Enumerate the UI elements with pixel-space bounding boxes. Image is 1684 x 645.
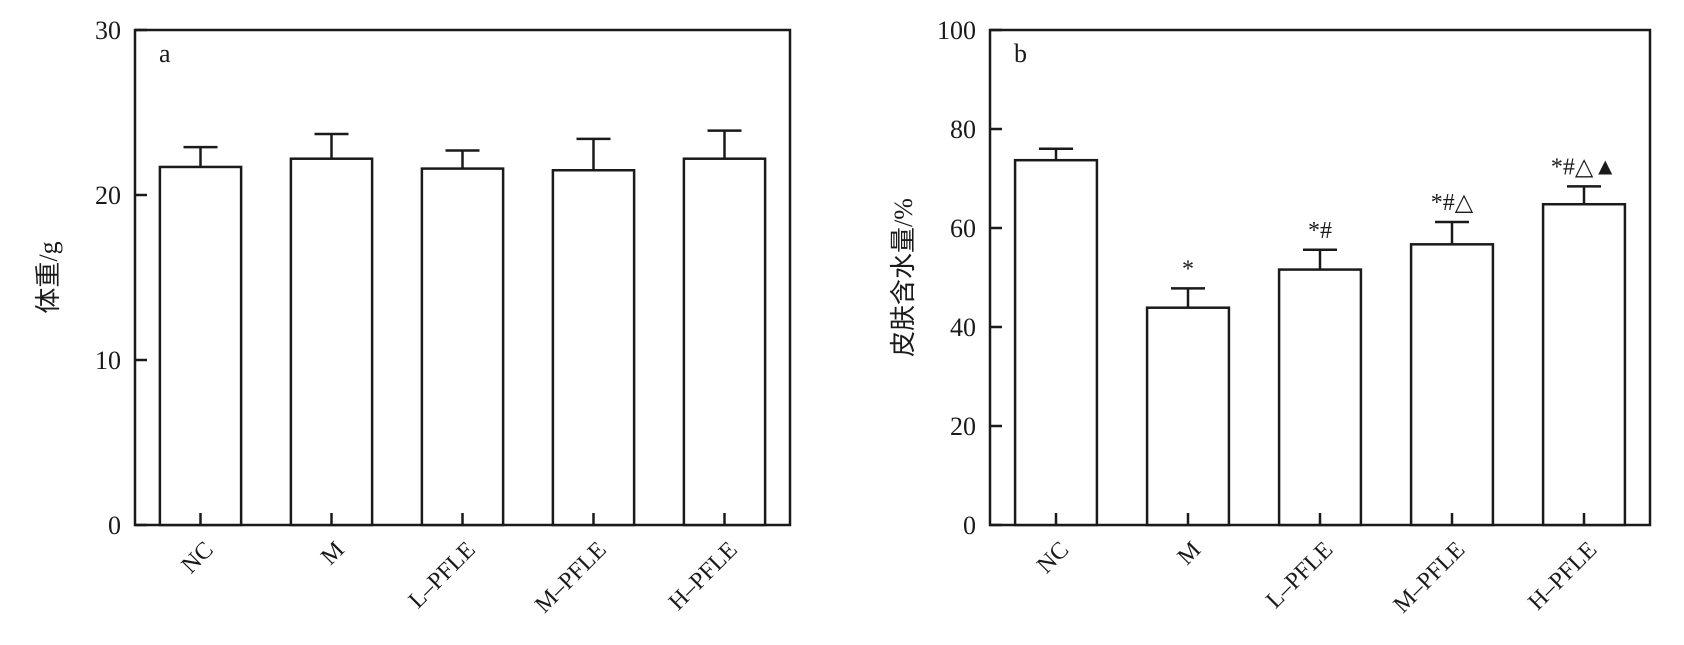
x-category-label: H–PFLE [664, 537, 743, 616]
bar [1013, 158, 1099, 527]
x-category-label: M–PFLE [1389, 537, 1471, 619]
x-category-label: NC [177, 537, 219, 579]
bar [1277, 268, 1363, 527]
y-axis-label: 皮肤含水量/% [889, 198, 918, 357]
significance-label: * [1182, 256, 1194, 282]
panel-letter: a [159, 39, 171, 68]
chart-panel-b: 0 20 40 60 80 100 皮肤含水量/% b NC * M *# L–PFLE *#△ M–PFL… [889, 16, 1652, 619]
bar [1409, 243, 1495, 527]
x-category-label: M [1173, 537, 1206, 570]
bar [1145, 306, 1231, 527]
chart-panel-a: 0 10 20 30 体重/g a NC M L–PFLE M–PFLE H–PFLE [34, 16, 792, 619]
y-axis-label: 体重/g [34, 241, 63, 313]
y-tick-label: 0 [963, 511, 976, 540]
panel-letter: b [1014, 39, 1027, 68]
y-tick-label: 0 [108, 511, 121, 540]
y-tick-label: 40 [950, 313, 976, 342]
significance-label: *#△▲ [1551, 154, 1617, 180]
bar [1541, 202, 1627, 527]
y-tick-label: 10 [95, 346, 121, 375]
x-category-label: M [316, 537, 349, 570]
bar [289, 157, 374, 527]
bar [682, 157, 767, 527]
x-category-label: M–PFLE [530, 537, 612, 619]
y-tick-label: 80 [950, 115, 976, 144]
x-category-label: L–PFLE [404, 537, 481, 614]
y-tick-label: 30 [95, 16, 121, 45]
x-category-label: H–PFLE [1523, 537, 1602, 616]
x-category-label: L–PFLE [1261, 537, 1338, 614]
x-category-label: NC [1032, 537, 1074, 579]
bar [158, 165, 243, 527]
bar [420, 167, 505, 527]
y-tick-label: 60 [950, 214, 976, 243]
y-tick-label: 20 [95, 181, 121, 210]
y-tick-label: 20 [950, 412, 976, 441]
y-tick-label: 100 [937, 16, 976, 45]
bar [551, 169, 636, 527]
significance-label: *# [1308, 218, 1332, 244]
significance-label: *#△ [1431, 190, 1474, 216]
